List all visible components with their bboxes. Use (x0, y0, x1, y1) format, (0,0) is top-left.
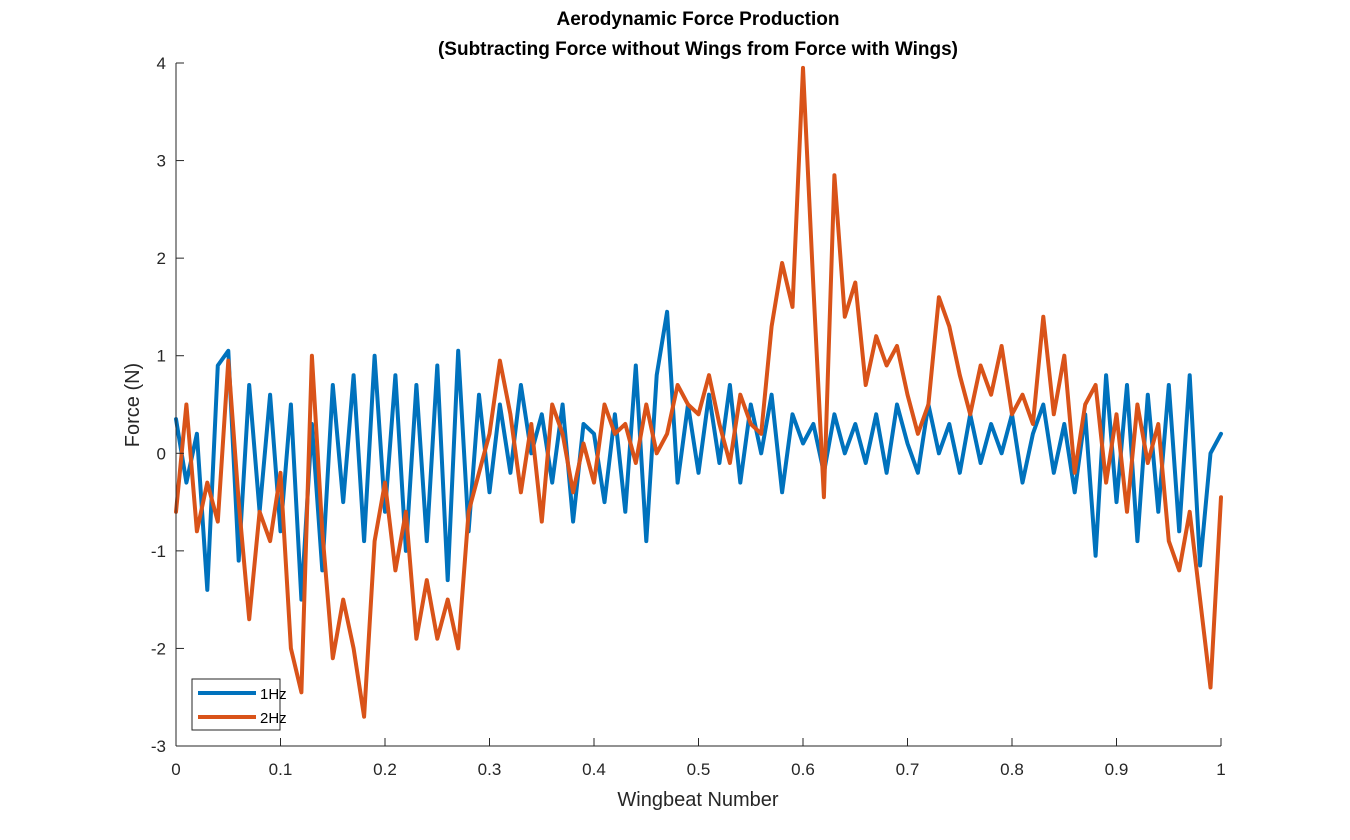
legend-label-1hz: 1Hz (260, 686, 287, 703)
series-line-2hz (174, 65, 1223, 719)
y-tick-label: 3 (157, 152, 166, 171)
x-tick-label: 1 (1216, 760, 1225, 779)
y-tick-label: -2 (151, 639, 166, 658)
plot-area (174, 65, 1223, 719)
axes-layer: 0 0.1 0.2 0.3 0.4 0.5 0.6 0.7 0.8 0.9 1 -3 -2 -1 0 1 2 3… (151, 54, 1226, 779)
chart-title-line1: Aerodynamic Force Production (557, 9, 840, 30)
y-tick-label: 4 (157, 54, 166, 73)
legend-label-2hz: 2Hz (260, 710, 287, 727)
chart-title-line2: (Subtracting Force without Wings from Fo… (438, 39, 958, 60)
series-layer (174, 65, 1223, 719)
legend: 1Hz 2Hz (191, 678, 287, 731)
y-tick-label: 1 (157, 347, 166, 366)
x-tick-label: 0.6 (791, 760, 815, 779)
x-tick-label: 0.4 (582, 760, 606, 779)
x-tick-label: 0.3 (478, 760, 502, 779)
x-tick-label: 0.1 (269, 760, 293, 779)
x-tick-label: 0.7 (896, 760, 920, 779)
x-axis-label: Wingbeat Number (617, 789, 779, 811)
y-axis-label: Force (N) (122, 363, 144, 447)
series-line-1hz (174, 309, 1223, 602)
x-tick-label: 0 (171, 760, 180, 779)
x-ticks: 0 0.1 0.2 0.3 0.4 0.5 0.6 0.7 0.8 0.9 1 (171, 738, 1226, 779)
x-tick-label: 0.8 (1000, 760, 1024, 779)
y-tick-label: -3 (151, 737, 166, 756)
y-tick-label: 2 (157, 249, 166, 268)
legend-box (191, 678, 281, 731)
x-tick-label: 0.2 (373, 760, 397, 779)
y-tick-label: -1 (151, 542, 166, 561)
x-tick-label: 0.5 (687, 760, 711, 779)
x-tick-label: 0.9 (1105, 760, 1129, 779)
y-ticks: -3 -2 -1 0 1 2 3 4 (151, 54, 184, 756)
y-tick-label: 0 (157, 444, 166, 463)
